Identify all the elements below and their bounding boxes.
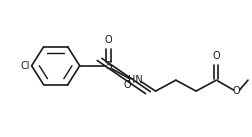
Text: O: O <box>105 35 112 45</box>
Text: O: O <box>212 51 219 61</box>
Text: HN: HN <box>128 75 142 85</box>
Text: Cl: Cl <box>21 61 30 71</box>
Text: O: O <box>232 86 239 96</box>
Text: S: S <box>105 61 112 71</box>
Text: O: O <box>123 80 131 90</box>
